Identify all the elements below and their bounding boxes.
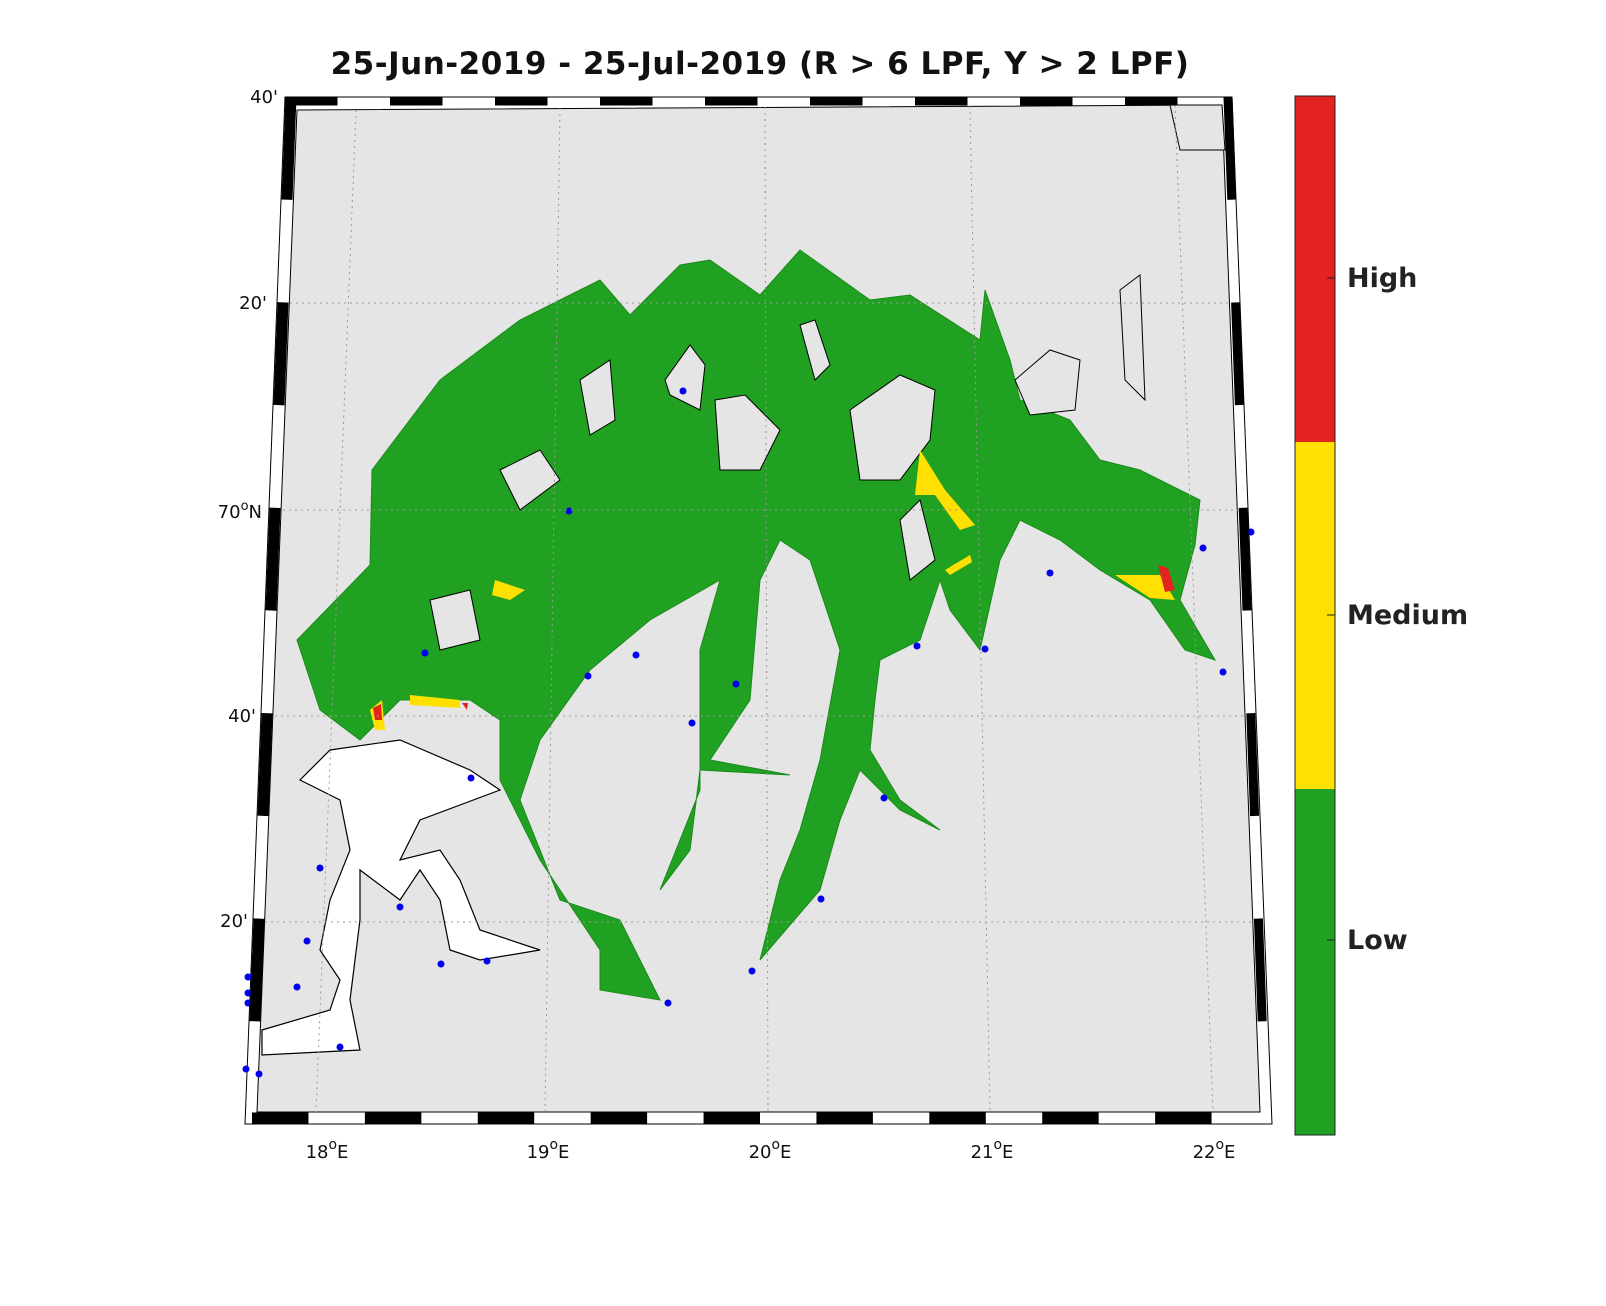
colorbar-low xyxy=(1295,789,1335,1135)
station-marker xyxy=(421,649,429,657)
station-marker xyxy=(244,973,252,981)
station-marker xyxy=(316,864,324,872)
station-marker xyxy=(632,651,640,659)
station-marker xyxy=(437,960,445,968)
lon-tick-label: 18oE xyxy=(306,1137,349,1163)
station-marker xyxy=(688,719,696,727)
frame-bar xyxy=(249,918,265,1022)
station-marker xyxy=(255,1070,263,1078)
colorbar-label-low: Low xyxy=(1347,925,1408,956)
station-marker xyxy=(396,903,404,911)
frame-bar xyxy=(1231,302,1244,406)
station-marker xyxy=(913,642,921,650)
station-marker xyxy=(467,774,475,782)
station-marker xyxy=(483,957,491,965)
sea-southwest xyxy=(261,739,541,1056)
islands xyxy=(429,104,1226,651)
station-marker xyxy=(1219,668,1227,676)
station-marker xyxy=(303,937,311,945)
station-markers xyxy=(242,387,1255,1078)
frame-bar xyxy=(1238,507,1252,611)
frame-ticks xyxy=(249,96,1267,1124)
station-marker xyxy=(679,387,687,395)
lat-tick-label: 40' xyxy=(228,706,256,727)
frame-bar xyxy=(1223,96,1237,200)
lat-tick-label: 20' xyxy=(239,293,267,314)
lat-tick-label: 40' xyxy=(250,87,278,108)
station-marker xyxy=(1199,544,1207,552)
station-marker xyxy=(244,989,252,997)
meridian xyxy=(315,109,357,1113)
frame-bar xyxy=(273,302,289,406)
lon-tick-label: 21oE xyxy=(971,1137,1014,1163)
station-marker xyxy=(817,895,825,903)
station-marker xyxy=(1046,569,1054,577)
zone-medium xyxy=(370,450,1175,730)
map-title: 25-Jun-2019 - 25-Jul-2019 (R > 6 LPF, Y … xyxy=(330,46,1190,82)
station-marker xyxy=(336,1043,344,1051)
station-marker xyxy=(981,645,989,653)
lat-tick-label: 70oN xyxy=(218,499,262,523)
frame-bar xyxy=(281,96,297,200)
station-marker xyxy=(1247,528,1255,536)
frame-bar xyxy=(1253,918,1267,1022)
station-marker xyxy=(242,1065,250,1073)
colorbar-label-high: High xyxy=(1347,263,1417,294)
station-marker xyxy=(584,672,592,680)
lat-tick-label: 20' xyxy=(220,911,248,932)
frame-bar xyxy=(1246,713,1260,817)
station-marker xyxy=(293,983,301,991)
station-marker xyxy=(732,680,740,688)
lon-tick-label: 22oE xyxy=(1193,1137,1236,1163)
graticule xyxy=(265,104,1262,1113)
frame-bar xyxy=(257,712,273,817)
zone-low xyxy=(296,249,1217,1001)
lon-tick-label: 20oE xyxy=(749,1137,792,1163)
station-marker xyxy=(748,967,756,975)
station-marker xyxy=(664,999,672,1007)
station-marker xyxy=(244,999,252,1007)
colorbar-label-medium: Medium xyxy=(1347,600,1468,631)
frame-bar xyxy=(265,507,281,611)
colorbar-high xyxy=(1295,96,1335,442)
station-marker xyxy=(880,794,888,802)
zone-high xyxy=(373,565,1175,720)
lon-tick-label: 19oE xyxy=(527,1137,570,1163)
station-marker xyxy=(565,507,573,515)
